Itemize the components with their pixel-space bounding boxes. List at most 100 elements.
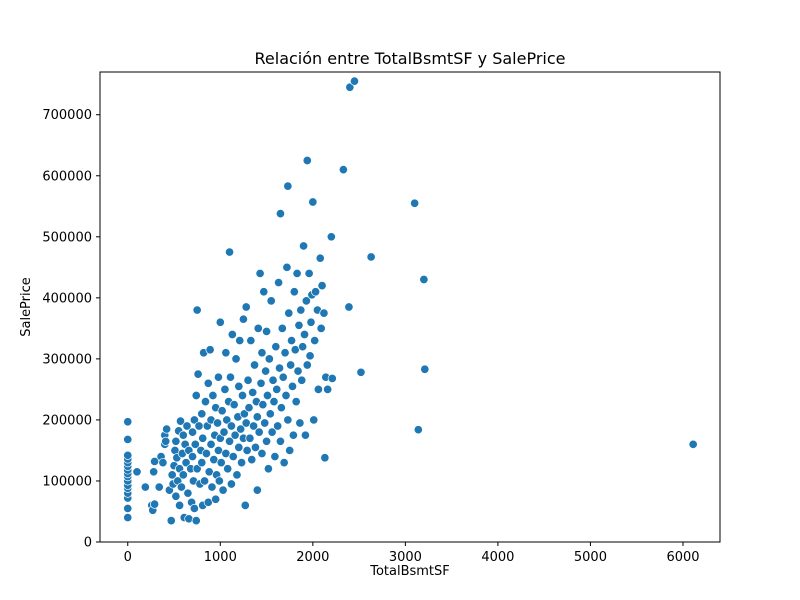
data-point — [250, 442, 261, 452]
x-tick-label: 0 — [124, 550, 132, 565]
data-point — [246, 336, 256, 346]
data-point — [225, 436, 235, 446]
data-point — [274, 363, 285, 373]
data-point — [262, 390, 273, 401]
data-point — [287, 381, 298, 391]
data-point — [225, 247, 235, 257]
data-point — [288, 430, 298, 440]
data-point — [234, 381, 244, 391]
data-point — [296, 305, 306, 315]
data-point — [162, 424, 172, 434]
data-point — [171, 491, 181, 501]
data-point — [295, 418, 305, 428]
data-point — [281, 390, 291, 401]
data-point — [237, 390, 248, 401]
data-point — [240, 500, 250, 510]
data-point — [213, 372, 223, 382]
data-point — [323, 384, 333, 394]
x-tick-label: 6000 — [666, 550, 699, 565]
data-point — [123, 513, 133, 523]
y-tick-label: 200000 — [42, 413, 92, 428]
data-point — [140, 482, 150, 492]
data-point — [285, 445, 295, 455]
data-point — [254, 427, 264, 437]
data-point — [274, 278, 284, 288]
data-point — [273, 421, 283, 431]
data-point — [420, 364, 430, 374]
data-point — [419, 274, 429, 285]
data-point — [293, 366, 303, 376]
data-point — [238, 314, 248, 324]
data-point — [338, 165, 348, 175]
data-point — [253, 323, 263, 333]
data-point — [257, 448, 267, 459]
data-point — [283, 415, 293, 425]
data-point — [183, 488, 193, 498]
data-point — [189, 415, 199, 425]
data-point — [256, 378, 266, 388]
data-point — [198, 433, 208, 443]
data-point — [266, 296, 276, 306]
data-point — [327, 373, 337, 383]
data-point — [218, 485, 228, 495]
data-point — [248, 387, 258, 397]
data-point — [262, 436, 272, 446]
data-point — [284, 308, 294, 318]
data-point — [154, 482, 164, 492]
data-point — [271, 342, 281, 352]
data-point — [300, 430, 310, 440]
data-point — [231, 354, 241, 364]
data-point — [243, 375, 253, 385]
data-point — [235, 336, 245, 346]
data-point — [247, 455, 257, 465]
data-point — [197, 458, 207, 468]
data-point — [297, 375, 307, 385]
data-point — [249, 421, 259, 431]
data-point — [260, 418, 270, 428]
data-point — [258, 400, 268, 410]
data-point — [206, 439, 216, 449]
data-point — [167, 470, 177, 480]
data-point — [181, 458, 191, 468]
data-point — [286, 336, 297, 346]
data-point — [205, 345, 215, 355]
data-point — [302, 360, 312, 370]
x-tick-label: 2000 — [296, 550, 329, 565]
data-point — [221, 348, 231, 358]
data-point — [291, 397, 301, 407]
data-point — [292, 268, 302, 278]
y-tick-label: 600000 — [42, 169, 92, 184]
data-point — [226, 479, 236, 489]
data-point — [200, 397, 211, 407]
data-point — [227, 329, 237, 340]
data-point — [309, 415, 319, 425]
data-point — [317, 281, 327, 291]
y-axis-label: SalePrice — [19, 277, 34, 337]
data-point — [189, 503, 199, 513]
data-point — [215, 317, 225, 327]
data-point — [220, 384, 230, 394]
data-point — [166, 516, 176, 526]
data-point — [175, 416, 186, 426]
y-tick-label: 500000 — [42, 230, 92, 245]
data-point — [304, 268, 314, 278]
data-point — [319, 308, 329, 318]
data-point — [123, 450, 133, 460]
data-point — [150, 499, 160, 509]
data-point — [265, 409, 275, 419]
data-point — [286, 360, 296, 370]
data-point — [211, 494, 221, 504]
data-point — [264, 354, 274, 364]
data-point — [413, 425, 423, 435]
data-point — [171, 436, 181, 446]
data-point — [313, 384, 323, 394]
data-point — [192, 464, 202, 474]
data-point — [275, 209, 285, 219]
data-point — [294, 320, 304, 330]
data-point — [244, 403, 254, 413]
data-point — [190, 439, 200, 449]
data-point — [182, 421, 192, 431]
data-point — [344, 302, 354, 312]
data-point — [299, 241, 309, 251]
